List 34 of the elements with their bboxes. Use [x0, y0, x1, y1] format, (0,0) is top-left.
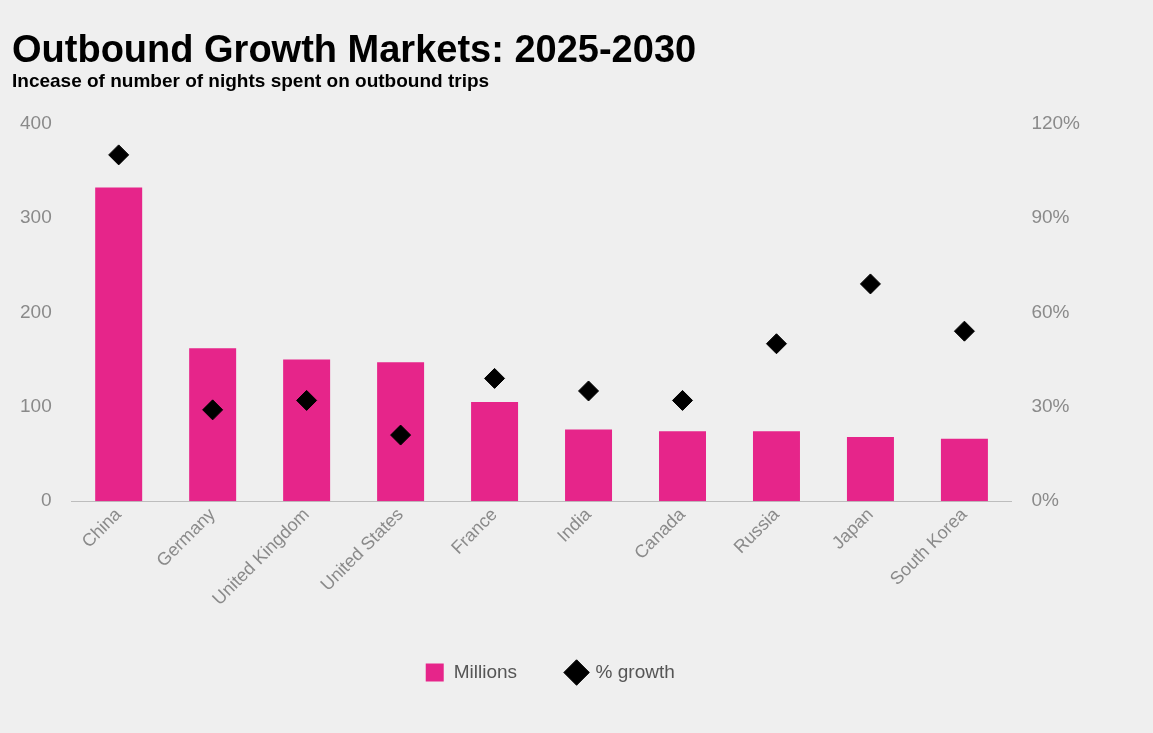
- bar: [189, 348, 237, 502]
- bar: [283, 359, 331, 502]
- chart-title: Outbound Growth Markets: 2025-2030: [12, 28, 698, 70]
- point: [859, 273, 881, 295]
- point: [578, 380, 600, 402]
- y2-tick-label: 30%: [1031, 394, 1070, 416]
- point: [390, 424, 412, 446]
- y-tick-label: 0: [41, 489, 52, 511]
- bar: [752, 431, 800, 502]
- legend-label: Millions: [453, 660, 518, 682]
- point: [108, 144, 130, 166]
- y-tick-label: 100: [20, 394, 52, 416]
- point: [953, 320, 975, 342]
- point: [202, 399, 224, 421]
- y2-tick-label: 0%: [1031, 489, 1059, 511]
- point: [672, 389, 694, 411]
- point: [484, 367, 506, 389]
- bar: [846, 436, 894, 502]
- y2-tick-label: 90%: [1031, 206, 1070, 228]
- bar: [95, 187, 143, 502]
- bar: [377, 362, 425, 502]
- y2-tick-label: 60%: [1031, 300, 1070, 322]
- bar: [471, 402, 519, 502]
- point: [296, 389, 318, 411]
- point: [765, 333, 787, 355]
- legend-label: % growth: [595, 660, 675, 682]
- y-tick-label: 300: [20, 206, 52, 228]
- bar: [659, 431, 706, 502]
- bar: [565, 429, 613, 502]
- chart-subtitle: Incease of number of nights spent on outbound trips: [12, 70, 491, 92]
- y-tick-label: 400: [20, 111, 52, 133]
- y-tick-label: 200: [20, 300, 52, 322]
- bar: [940, 438, 988, 502]
- y2-tick-label: 120%: [1031, 111, 1081, 133]
